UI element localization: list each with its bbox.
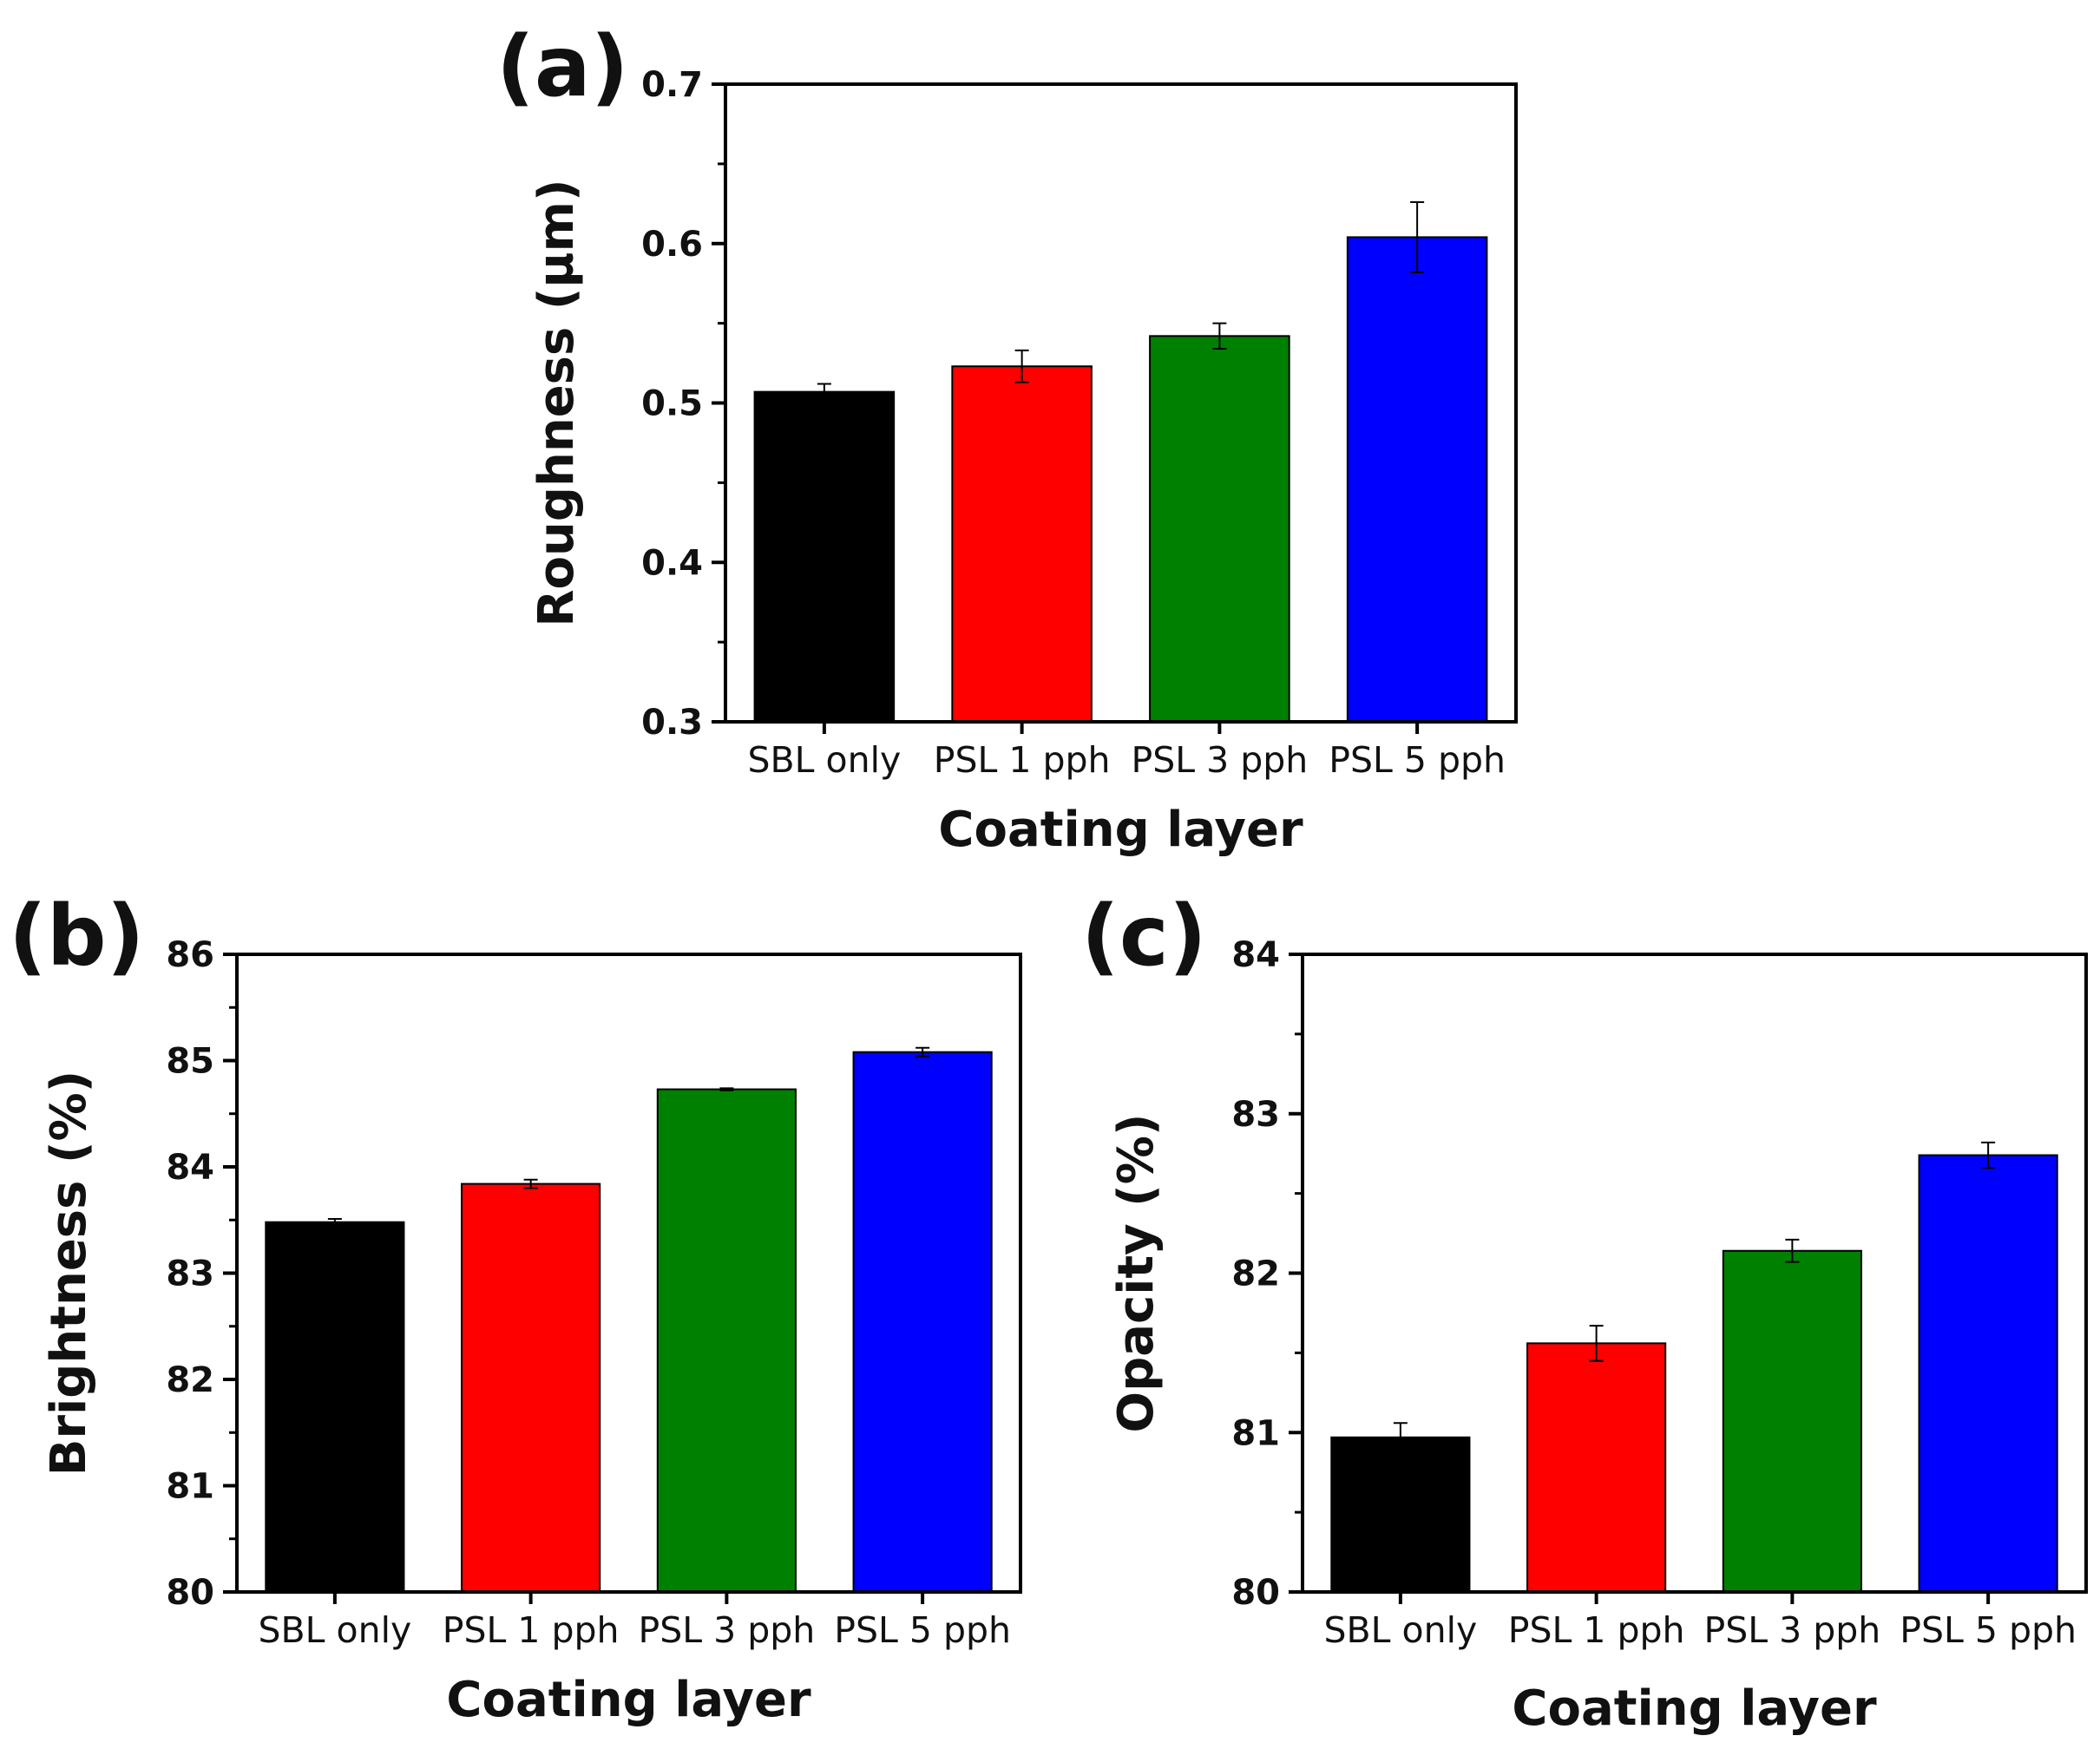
panel-label: (b) bbox=[9, 888, 144, 985]
bar bbox=[1330, 1436, 1471, 1593]
y-axis-title: Brightness (%) bbox=[41, 1071, 97, 1477]
y-tick-label: 82 bbox=[166, 1360, 214, 1400]
x-axis-title: Coating layer bbox=[938, 802, 1303, 858]
y-tick-label: 84 bbox=[1231, 935, 1280, 975]
y-axis-title: Roughness (µm) bbox=[528, 179, 585, 626]
bar bbox=[656, 1088, 797, 1593]
panel-a: (a) Coating layer Roughness (µm) SBL onl… bbox=[496, 18, 1518, 858]
bar bbox=[1918, 1154, 2058, 1594]
y-tick-label: 0.4 bbox=[641, 543, 703, 583]
y-tick-label: 80 bbox=[166, 1573, 214, 1613]
y-tick-label: 83 bbox=[1231, 1095, 1280, 1135]
x-axis-title: Coating layer bbox=[446, 1672, 811, 1728]
x-tick-label: PSL 1 pph bbox=[1508, 1609, 1685, 1651]
y-tick-label: 85 bbox=[166, 1042, 214, 1082]
bar bbox=[265, 1221, 405, 1593]
x-tick-label: PSL 1 pph bbox=[934, 739, 1111, 781]
panel-c: (c) Coating layer Opacity (%) SBL only PS… bbox=[1081, 888, 2088, 1737]
y-axis-title: Opacity (%) bbox=[1108, 1114, 1165, 1433]
y-tick-label: 80 bbox=[1231, 1573, 1280, 1613]
y-tick-label: 0.6 bbox=[641, 225, 703, 265]
y-tick-label: 81 bbox=[1231, 1413, 1280, 1453]
x-tick-label: SBL only bbox=[1323, 1609, 1477, 1651]
x-tick-label: PSL 3 pph bbox=[1703, 1609, 1880, 1651]
y-tick-label: 83 bbox=[166, 1254, 214, 1294]
y-tick-label: 86 bbox=[166, 935, 214, 975]
plot-frame bbox=[1301, 953, 2088, 1594]
x-axis-title: Coating layer bbox=[1512, 1680, 1877, 1737]
panel-label: (c) bbox=[1081, 888, 1207, 985]
x-tick-label: SBL only bbox=[258, 1609, 411, 1651]
panel-b: (b) Coating layer Brightness (%) SBL onl… bbox=[9, 888, 1022, 1728]
plot-frame bbox=[724, 82, 1518, 724]
y-tick-label: 82 bbox=[1231, 1254, 1280, 1294]
bar bbox=[1149, 335, 1290, 723]
x-tick-label: PSL 3 pph bbox=[638, 1609, 815, 1651]
x-tick-label: PSL 5 pph bbox=[1900, 1609, 2077, 1651]
panel-label: (a) bbox=[496, 18, 629, 115]
bar bbox=[852, 1051, 993, 1593]
x-tick-label: PSL 5 pph bbox=[834, 1609, 1011, 1651]
bar bbox=[1346, 236, 1488, 723]
bar bbox=[951, 365, 1093, 723]
x-tick-label: PSL 5 pph bbox=[1329, 739, 1506, 781]
x-tick-label: SBL only bbox=[747, 739, 901, 781]
bar bbox=[1526, 1342, 1667, 1593]
x-tick-label: PSL 1 pph bbox=[443, 1609, 620, 1651]
x-tick-label: PSL 3 pph bbox=[1131, 739, 1308, 781]
y-tick-label: 84 bbox=[166, 1148, 214, 1188]
y-tick-label: 81 bbox=[166, 1467, 214, 1507]
y-tick-label: 0.7 bbox=[641, 65, 703, 105]
y-tick-label: 0.3 bbox=[641, 703, 703, 743]
bar bbox=[1722, 1249, 1862, 1594]
bar bbox=[461, 1182, 601, 1593]
y-tick-label: 0.5 bbox=[641, 384, 703, 424]
bar bbox=[753, 390, 896, 723]
plot-frame bbox=[235, 953, 1022, 1594]
